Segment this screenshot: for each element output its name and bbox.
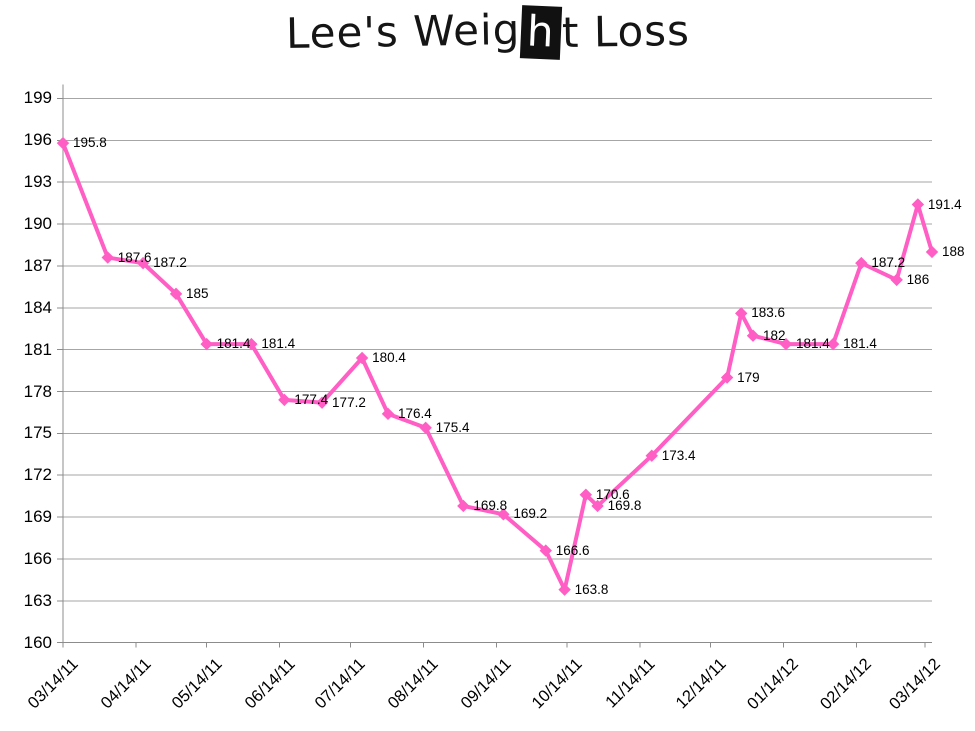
y-axis-tick-label: 187 (23, 255, 52, 275)
data-point-label: 177.4 (294, 391, 329, 407)
data-point-marker (890, 273, 903, 287)
data-point-marker (645, 449, 658, 462)
data-point-marker (720, 371, 734, 384)
y-axis-tick-label: 181 (23, 339, 52, 359)
data-point-label: 181.4 (795, 336, 830, 352)
y-axis-tick-label: 199 (23, 88, 52, 108)
y-axis-tick-label: 172 (23, 465, 52, 485)
data-point-label: 169.2 (513, 506, 548, 522)
y-axis-tick-label: 190 (23, 214, 52, 234)
data-point-marker (315, 396, 329, 409)
data-point-marker (925, 245, 939, 259)
data-point-label: 186 (906, 271, 930, 287)
data-point-marker (735, 307, 748, 320)
data-point-marker (101, 251, 114, 264)
data-point-marker (497, 508, 510, 521)
data-point-label: 187.6 (117, 249, 152, 265)
data-point-label: 166.6 (555, 542, 590, 558)
data-point-label: 181.4 (216, 336, 251, 352)
data-point-label: 176.4 (397, 405, 432, 421)
data-point-marker (826, 337, 840, 351)
data-point-label: 180.4 (372, 350, 406, 366)
data-point-label: 173.4 (661, 447, 696, 463)
y-axis-tick-label: 193 (23, 172, 52, 192)
y-axis-tick-label: 175 (23, 423, 52, 443)
data-point-marker (591, 499, 604, 513)
data-point-marker (579, 488, 593, 501)
y-axis-tick-label: 178 (23, 381, 52, 401)
data-point-marker (245, 337, 258, 351)
y-axis-tick-label: 160 (23, 632, 52, 652)
data-point-label: 169.8 (607, 497, 642, 513)
data-point-label: 195.8 (73, 135, 107, 151)
data-point-label: 187.2 (871, 255, 906, 271)
data-point-marker (278, 393, 291, 407)
y-axis-tick-label: 196 (23, 130, 52, 150)
data-point-marker (746, 329, 760, 342)
y-axis-tick-label: 184 (23, 297, 52, 317)
data-point-label: 181.4 (843, 336, 877, 352)
data-point-label: 179 (737, 369, 760, 385)
data-point-label: 177.2 (332, 394, 366, 410)
data-point-marker (169, 287, 183, 301)
data-point-marker (419, 421, 432, 435)
y-axis-tick-label: 163 (23, 590, 52, 610)
data-point-label: 169.8 (473, 497, 508, 513)
data-point-label: 185 (186, 285, 209, 301)
data-point-label: 170.6 (595, 486, 630, 502)
y-axis-tick-label: 166 (23, 548, 52, 568)
data-point-marker (779, 337, 793, 351)
y-axis-tick-label: 169 (23, 507, 52, 527)
data-point-label: 187.2 (153, 255, 187, 271)
data-point-label: 163.8 (574, 581, 609, 597)
data-point-marker (911, 198, 925, 211)
data-point-marker (381, 407, 395, 421)
data-point-label: 188 (942, 243, 965, 259)
data-point-label: 191.4 (927, 196, 962, 212)
data-point-marker (56, 136, 70, 150)
data-point-marker (136, 256, 150, 270)
data-point-marker (855, 256, 868, 270)
data-point-label: 175.4 (435, 419, 470, 435)
data-point-label: 182 (763, 327, 786, 343)
data-point-marker (200, 337, 213, 351)
data-point-marker (457, 499, 470, 513)
data-point-label: 183.6 (751, 305, 786, 321)
data-point-marker (355, 351, 369, 365)
series-line (61, 141, 934, 592)
data-point-marker (539, 544, 552, 557)
data-point-label: 181.4 (261, 336, 296, 352)
data-point-marker (558, 583, 571, 596)
